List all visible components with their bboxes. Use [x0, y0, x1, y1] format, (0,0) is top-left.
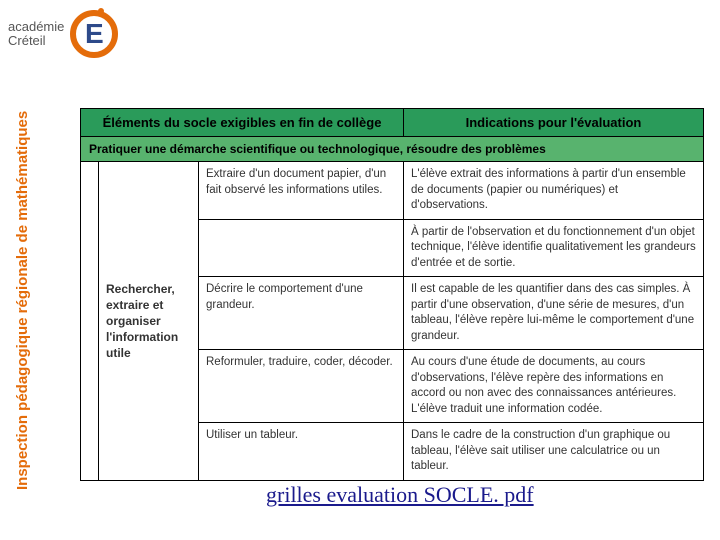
cell-left: [199, 219, 404, 277]
cell-left: Décrire le comportement d'une grandeur.: [199, 277, 404, 350]
header-elements: Éléments du socle exigibles en fin de co…: [81, 109, 404, 137]
cell-right: L'élève extrait des informations à parti…: [404, 162, 704, 220]
logo: académie Créteil E: [8, 10, 118, 58]
cell-left: Reformuler, traduire, coder, décoder.: [199, 350, 404, 423]
header-indications: Indications pour l'évaluation: [404, 109, 704, 137]
table-subheader-row: Pratiquer une démarche scientifique ou t…: [81, 137, 704, 162]
logo-text: académie Créteil: [8, 20, 64, 49]
cell-right: À partir de l'observation et du fonction…: [404, 219, 704, 277]
cell-right: Au cours d'une étude de documents, au co…: [404, 350, 704, 423]
sidebar-vertical-label: Inspection pédagogique régionale de math…: [14, 111, 31, 490]
logo-emblem: E: [70, 10, 118, 58]
evaluation-table: Éléments du socle exigibles en fin de co…: [80, 108, 704, 481]
cell-right: Dans le cadre de la construction d'un gr…: [404, 423, 704, 481]
logo-line2: Créteil: [8, 34, 64, 48]
group-label: Rechercher, extraire et organiser l'info…: [99, 162, 199, 481]
subheader-text: Pratiquer une démarche scientifique ou t…: [81, 137, 704, 162]
logo-line1: académie: [8, 20, 64, 34]
cell-right: Il est capable de les quantifier dans de…: [404, 277, 704, 350]
cell-left: Extraire d'un document papier, d'un fait…: [199, 162, 404, 220]
table-header-row: Éléments du socle exigibles en fin de co…: [81, 109, 704, 137]
blank-left-cell: [81, 162, 99, 481]
cell-left: Utiliser un tableur.: [199, 423, 404, 481]
pdf-link[interactable]: grilles evaluation SOCLE. pdf: [266, 482, 534, 508]
logo-letter: E: [85, 18, 104, 50]
table-row: Rechercher, extraire et organiser l'info…: [81, 162, 704, 220]
